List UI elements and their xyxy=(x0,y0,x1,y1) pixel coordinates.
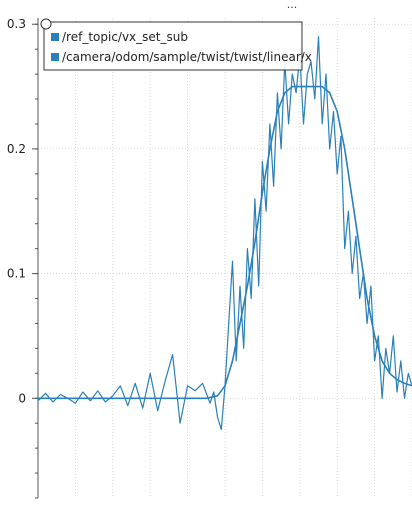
grid xyxy=(37,18,412,498)
y-tick-label: 0.3 xyxy=(7,17,26,31)
legend-label-1: /ref_topic/vx_set_sub xyxy=(62,30,188,44)
y-tick-labels: 0 0.1 0.2 0.3 xyxy=(7,17,26,405)
legend-drag-handle[interactable] xyxy=(40,18,52,30)
y-axis xyxy=(32,18,39,499)
series-line-1 xyxy=(38,85,412,400)
series-line-2 xyxy=(37,36,412,430)
legend-label-2: /camera/odom/sample/twist/twist/linear/x xyxy=(62,50,312,64)
legend[interactable]: /ref_topic/vx_set_sub /camera/odom/sampl… xyxy=(40,18,312,71)
legend-box xyxy=(43,21,303,71)
legend-swatch-1 xyxy=(51,33,59,41)
y-tick-label: 0 xyxy=(18,391,26,405)
overflow-ellipsis: ... xyxy=(287,0,298,11)
y-tick-label: 0.1 xyxy=(7,267,26,281)
legend-swatch-2 xyxy=(51,53,59,61)
y-tick-label: 0.2 xyxy=(7,142,26,156)
series-layer xyxy=(37,36,412,430)
